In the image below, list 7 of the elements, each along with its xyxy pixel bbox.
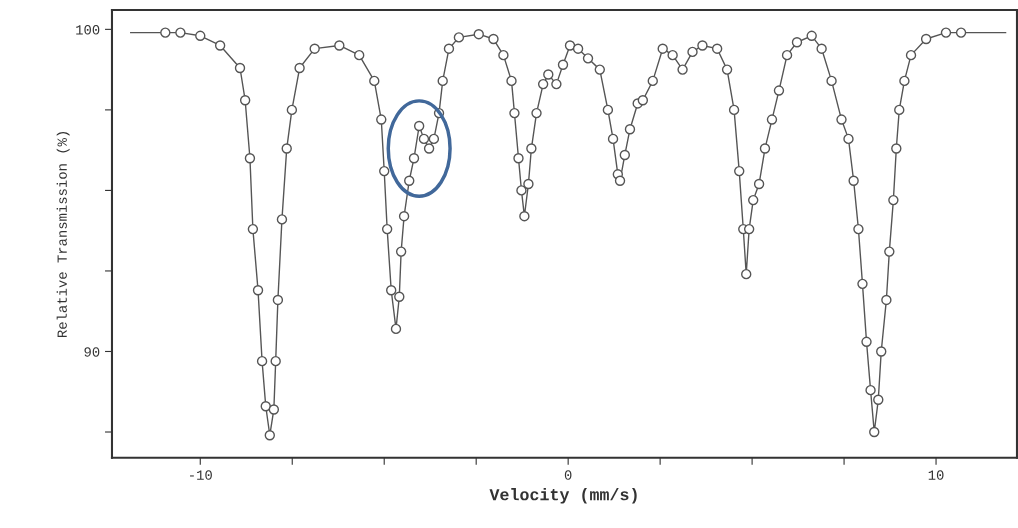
x-tick-label: 10	[928, 470, 944, 480]
x-tick-label: -10	[190, 470, 212, 480]
y-tick-label: 90	[84, 347, 100, 357]
x-axis-title: Velocity (mm/s)	[489, 488, 637, 504]
y-tick-label: 100	[76, 25, 100, 35]
y-axis-title: Relative Transmission (%)	[56, 132, 70, 337]
x-tick-label: 0	[564, 470, 572, 480]
